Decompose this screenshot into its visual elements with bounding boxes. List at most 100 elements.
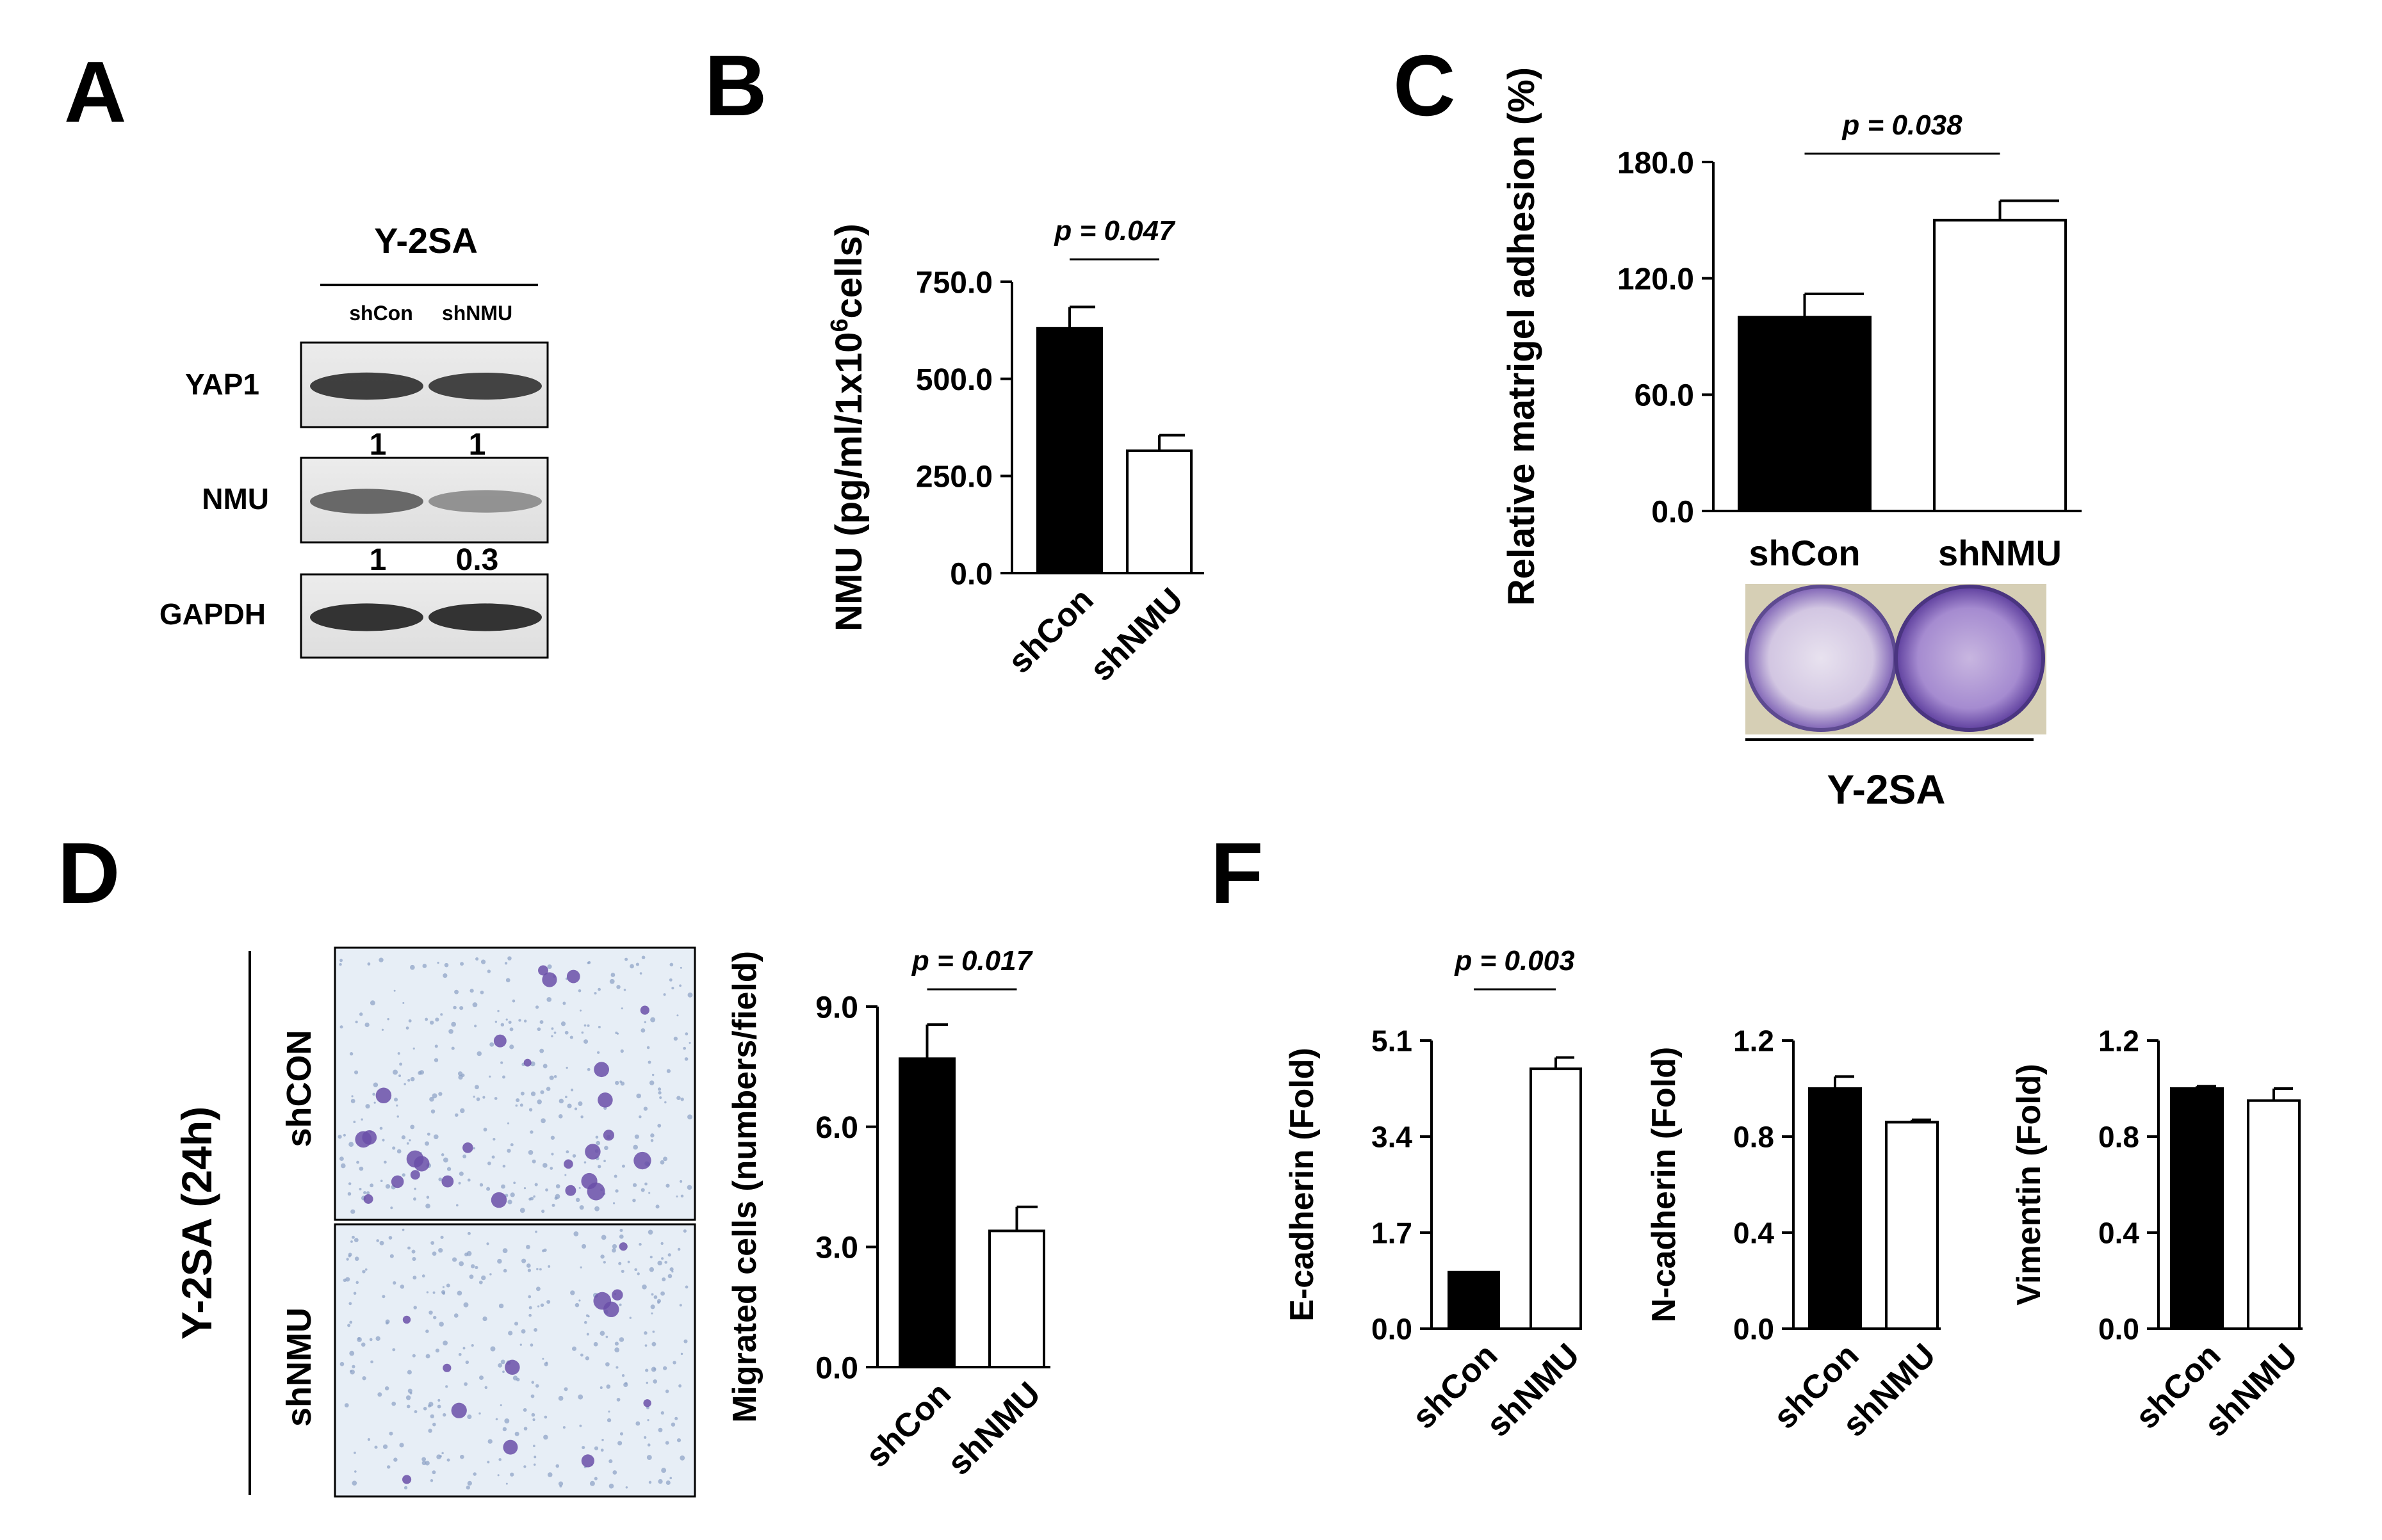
micrograph-speck [467, 1231, 471, 1235]
micrograph-speck [603, 1261, 606, 1264]
micrograph-speck [541, 1118, 546, 1124]
micrograph-speck [623, 1382, 628, 1388]
well-shcon [1745, 585, 1897, 732]
micrograph-speck [374, 1445, 378, 1449]
micrograph-speck [346, 1258, 349, 1261]
micrograph-speck [392, 1146, 396, 1150]
bar-shnmu [1933, 218, 2067, 512]
micrograph-speck [350, 1099, 355, 1103]
micrograph-speck [583, 1161, 587, 1164]
y-tick-label: 1.7 [1371, 1217, 1412, 1250]
micrograph-speck [380, 1179, 383, 1183]
y-tick-label: 5.1 [1371, 1025, 1412, 1058]
micrograph-speck [612, 1244, 617, 1249]
micrograph-speck [443, 973, 448, 978]
micrograph-speck [594, 992, 597, 995]
micrograph-speck [406, 1142, 409, 1145]
micrograph-speck [685, 1032, 689, 1035]
micrograph-speck [649, 1267, 655, 1272]
x-tick-label: shNMU [1938, 533, 2062, 573]
micrograph-speck [657, 1124, 662, 1128]
micrograph-speck [542, 1358, 544, 1360]
micrograph-speck [482, 1316, 487, 1322]
micrograph-speck [578, 1394, 583, 1400]
micrograph-speck [393, 989, 396, 992]
micrograph-speck [676, 1438, 681, 1443]
micrograph-speck [466, 1251, 472, 1256]
micrograph-speck [386, 1465, 391, 1469]
micrograph-speck [616, 1032, 619, 1035]
micrograph-speck [361, 1118, 363, 1121]
micrograph-speck [498, 1303, 504, 1309]
y-tick-label: 0.4 [2098, 1217, 2139, 1250]
micrograph-speck [455, 1113, 459, 1117]
micrograph-speck [518, 1019, 521, 1022]
migrated-cell [581, 1454, 594, 1468]
micrograph-speck [406, 1404, 411, 1409]
micrograph-speck [430, 1020, 434, 1025]
micrograph-speck [624, 957, 628, 961]
micrograph-speck [583, 1024, 587, 1027]
micrograph-speck [609, 978, 615, 984]
micrograph-speck [339, 959, 343, 962]
micrograph-speck [580, 1115, 583, 1119]
micrograph-speck [614, 1341, 619, 1346]
micrograph-speck [566, 1150, 569, 1154]
y-tick-label: 180.0 [1617, 146, 1694, 180]
bar-shcon [899, 1057, 956, 1369]
micrograph-speck [543, 1434, 548, 1440]
micrograph-speck [418, 1071, 422, 1075]
micrograph-speck [617, 1441, 623, 1446]
migrated-cell [612, 1289, 623, 1301]
micrograph-speck [501, 1184, 505, 1189]
micrograph-speck [508, 1020, 512, 1025]
micrograph-speck [570, 1290, 575, 1295]
micrograph-speck [502, 1427, 507, 1432]
micrograph-speck [475, 957, 479, 961]
y-tick-label: 3.0 [815, 1231, 858, 1265]
micrograph-speck [564, 1387, 568, 1391]
micrograph-speck [339, 1361, 345, 1366]
micrograph-speck [566, 1066, 568, 1069]
p-value-label: p = 0.017 [911, 945, 1034, 977]
micrograph-speck [531, 1381, 534, 1384]
micrograph-speck [486, 1187, 491, 1191]
micrograph-speck [412, 1276, 417, 1280]
micrograph-speck [425, 1461, 430, 1466]
micrograph-speck [673, 1361, 676, 1365]
micrograph-speck [646, 1046, 650, 1050]
micrograph-speck [652, 1330, 655, 1333]
micrograph-speck [363, 1191, 366, 1195]
micrograph-speck [523, 1465, 526, 1468]
micrograph-speck [600, 1386, 603, 1390]
micrograph-speck [598, 1025, 601, 1028]
micrograph-speck [530, 1091, 536, 1096]
micrograph-speck [660, 1242, 664, 1245]
micrograph-speck [364, 1022, 370, 1028]
micrograph-speck [532, 1159, 536, 1163]
migrated-cell [594, 1062, 609, 1078]
y-tick-label: 0.0 [2098, 1313, 2139, 1346]
micrograph-speck [369, 1338, 373, 1341]
micrograph-speck [400, 1285, 405, 1289]
micrograph-speck [404, 1486, 408, 1490]
micrograph-speck [534, 1455, 537, 1459]
micrograph-speck [547, 1472, 553, 1477]
micrograph-speck [471, 1344, 474, 1347]
micrograph-speck [680, 1455, 685, 1461]
blot-quant-nmu-shcon: 1 [370, 543, 387, 577]
micrograph-speck [660, 1411, 664, 1415]
panel-letter-b: B [705, 37, 767, 134]
bar-shnmu [988, 1229, 1045, 1369]
micrograph-speck [489, 1042, 494, 1047]
micrograph-speck [674, 1416, 678, 1420]
p-value-label: p = 0.003 [1454, 945, 1574, 977]
micrograph-speck [500, 1359, 505, 1365]
micrograph-speck [528, 1295, 532, 1299]
micrograph-speck [475, 1085, 479, 1090]
micrograph-speck [583, 1320, 587, 1324]
micrograph-speck [521, 1329, 526, 1334]
y-axis-label: Relative matrigel adhesion (%) [1501, 67, 1542, 606]
micrograph-speck [533, 1463, 536, 1466]
micrograph-speck [384, 1386, 389, 1391]
